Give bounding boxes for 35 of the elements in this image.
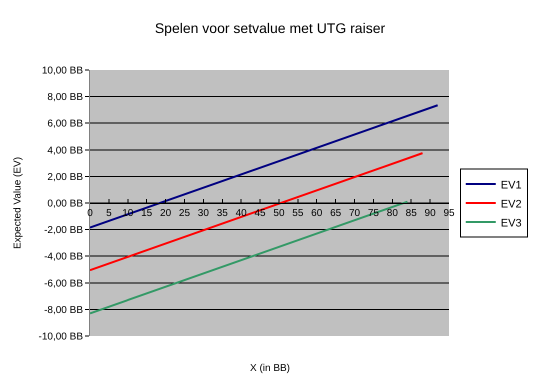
x-tick-label: 30 xyxy=(198,208,210,219)
y-tick-label: 2,00 BB xyxy=(47,172,84,183)
x-tick-label: 35 xyxy=(216,208,228,219)
legend-label: EV3 xyxy=(500,217,522,230)
y-tick-label: 6,00 BB xyxy=(47,118,84,130)
x-tick-label: 0 xyxy=(87,208,94,219)
legend-label: EV2 xyxy=(500,198,522,210)
x-tick-label: 70 xyxy=(348,208,361,219)
x-tick-label: 15 xyxy=(141,208,153,219)
x-axis-title: X (in BB) xyxy=(250,363,290,374)
x-tick-label: 60 xyxy=(311,208,323,219)
legend-label: EV1 xyxy=(500,179,522,192)
y-tick-label: -2,00 BB xyxy=(44,225,84,236)
x-tick-label: 50 xyxy=(273,208,285,219)
x-tick-label: 65 xyxy=(330,208,342,219)
y-tick-label: -8,00 BB xyxy=(44,304,84,316)
y-tick-label: -4,00 BB xyxy=(44,252,84,263)
y-tick-label: -6,00 BB xyxy=(44,278,84,290)
x-tick-label: 80 xyxy=(386,208,398,219)
x-tick-label: 95 xyxy=(443,208,455,219)
x-tick-label: 85 xyxy=(406,208,418,219)
y-tick-label: 10,00 BB xyxy=(42,66,84,76)
y-tick-label: 4,00 BB xyxy=(47,145,84,156)
y-tick-label: 8,00 BB xyxy=(47,92,84,104)
chart-title: Spelen voor setvalue met UTG raiser xyxy=(154,20,386,36)
y-tick-label: -10,00 BB xyxy=(38,332,84,342)
y-axis-title: Expected Value (EV) xyxy=(12,156,24,250)
x-tick-label: 25 xyxy=(178,208,190,219)
x-tick-label: 55 xyxy=(292,208,304,219)
x-tick-label: 40 xyxy=(236,208,248,219)
x-tick-label: 5 xyxy=(106,208,112,219)
x-tick-label: 20 xyxy=(160,208,172,219)
x-tick-label: 45 xyxy=(254,208,266,219)
x-tick-label: 90 xyxy=(424,208,436,219)
y-tick-label: 0,00 BB xyxy=(47,198,84,210)
